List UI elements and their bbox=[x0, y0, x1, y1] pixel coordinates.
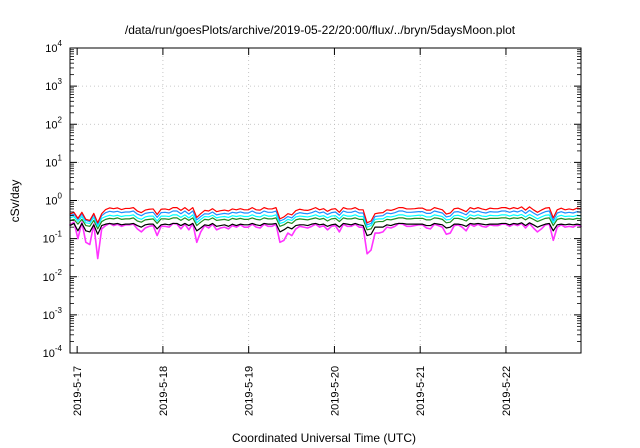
x-tick-label: 2019-5-22 bbox=[501, 366, 513, 416]
series-layer bbox=[69, 206, 582, 260]
y-tick-label: 100 bbox=[45, 192, 62, 208]
y-tick-label: 103 bbox=[45, 77, 62, 93]
series-line bbox=[69, 209, 582, 226]
series-line bbox=[69, 213, 582, 228]
chart-title: /data/run/goesPlots/archive/2019-05-22/2… bbox=[125, 23, 516, 37]
series-line bbox=[69, 216, 582, 231]
y-tick-label: 10-2 bbox=[43, 268, 63, 284]
y-tick-label: 10-4 bbox=[43, 344, 63, 360]
tick-layer: 10-4 10-3 10-2 10-1 100 101 102 103 104 2019-5-17… bbox=[43, 39, 513, 416]
x-tick-label: 2019-5-18 bbox=[158, 366, 170, 416]
y-tick-label: 104 bbox=[45, 39, 62, 55]
x-tick-label: 2019-5-20 bbox=[329, 366, 341, 416]
x-axis-label: Coordinated Universal Time (UTC) bbox=[232, 431, 416, 445]
y-tick-label: 101 bbox=[45, 153, 62, 169]
series-line bbox=[69, 222, 582, 237]
y-tick-label: 10-1 bbox=[43, 230, 63, 246]
y-tick-label: 102 bbox=[45, 115, 62, 131]
x-tick-label: 2019-5-17 bbox=[72, 366, 84, 416]
x-tick-label: 2019-5-19 bbox=[244, 366, 256, 416]
series-line bbox=[69, 221, 582, 260]
grid-layer bbox=[70, 48, 581, 353]
plot-frame bbox=[69, 47, 582, 354]
x-tick-label: 2019-5-21 bbox=[415, 366, 427, 416]
y-axis-label: cSv/day bbox=[8, 180, 22, 223]
y-tick-label: 10-3 bbox=[43, 306, 63, 322]
series-line bbox=[69, 206, 582, 224]
